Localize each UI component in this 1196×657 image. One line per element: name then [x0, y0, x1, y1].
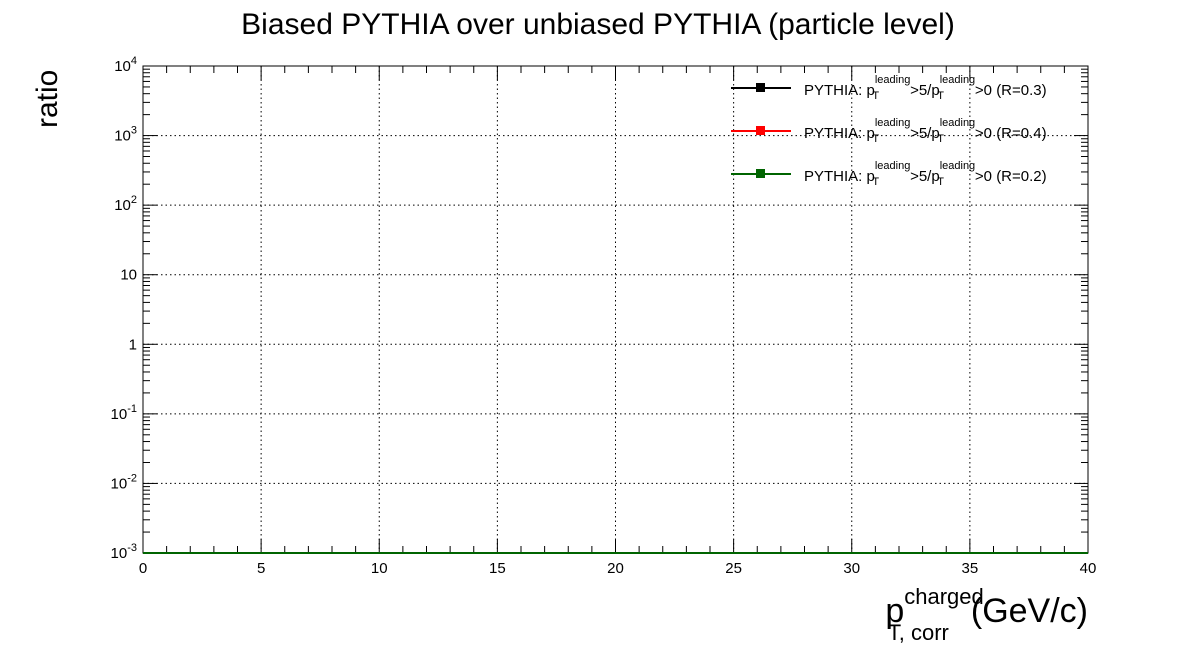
y-tick-label: 10: [120, 267, 137, 284]
legend-label: PYTHIA: pleading T >5/pleading T >0 (R=0.4): [804, 117, 1047, 145]
y-tick-label: 104: [114, 55, 137, 75]
y-tick-base: 10: [111, 406, 128, 423]
y-tick-base: 10: [114, 58, 131, 75]
x-tick-label: 10: [371, 560, 388, 577]
x-tick-label: 40: [1080, 560, 1097, 577]
legend-marker: [756, 169, 765, 178]
legend-label-part: T: [872, 133, 879, 145]
x-tick-label: 5: [257, 560, 265, 577]
y-tick-label: 10-3: [111, 542, 137, 562]
y-tick-exponent: 3: [131, 125, 137, 137]
x-tick-label: 20: [607, 560, 624, 577]
legend-label-part: PYTHIA: p: [804, 168, 875, 185]
legend-label-part: >5/p: [910, 168, 940, 185]
legend-label-part: leading: [940, 74, 975, 86]
y-tick-base: 10: [120, 267, 137, 284]
y-tick-label: 10-2: [111, 472, 137, 492]
legend-label-part: T: [872, 90, 879, 102]
legend-label-part: T: [872, 176, 879, 188]
legend-label-part: PYTHIA: p: [804, 125, 875, 142]
y-axis-label: ratio: [31, 70, 64, 128]
legend-marker: [756, 83, 765, 92]
y-tick-exponent: -2: [127, 472, 137, 484]
y-tick-base: 10: [111, 475, 128, 492]
legend-label-part: T: [937, 176, 944, 188]
legend-label-part: T: [937, 133, 944, 145]
x-axis-label: pcharged T, corr(GeV/c): [885, 584, 1088, 645]
legend-label-part: >5/p: [910, 125, 940, 142]
y-tick-label: 103: [114, 125, 137, 145]
y-tick-exponent: 2: [131, 194, 137, 206]
grid: [143, 66, 1088, 553]
x-tick-label: 25: [725, 560, 742, 577]
y-tick-exponent: -1: [127, 403, 137, 415]
y-tick-label: 102: [114, 194, 137, 214]
legend-label: PYTHIA: pleading T >5/pleading T >0 (R=0.3): [804, 74, 1047, 102]
legend-label-part: leading: [875, 74, 910, 86]
y-tick-exponent: -3: [127, 542, 137, 554]
legend-label-part: leading: [875, 160, 910, 172]
legend-label-part: leading: [875, 117, 910, 129]
y-tick-exponent: 4: [131, 55, 137, 67]
x-tick-label: 0: [139, 560, 147, 577]
legend-label-part: >0 (R=0.3): [975, 82, 1047, 99]
x-tick-label: 15: [489, 560, 506, 577]
y-tick-label: 10-1: [111, 403, 137, 423]
y-tick-base: 10: [111, 545, 128, 562]
y-tick-label: 1: [129, 336, 137, 353]
legend-label-part: >0 (R=0.2): [975, 168, 1047, 185]
chart-title: Biased PYTHIA over unbiased PYTHIA (part…: [241, 8, 955, 41]
legend-label-part: >5/p: [910, 82, 940, 99]
legend-marker: [756, 126, 765, 135]
legend-label-part: leading: [940, 117, 975, 129]
legend-label-part: T: [937, 90, 944, 102]
y-tick-base: 10: [114, 128, 131, 145]
legend-label-part: >0 (R=0.4): [975, 125, 1047, 142]
legend: PYTHIA: pleading T >5/pleading T >0 (R=0.3)P…: [731, 74, 1047, 188]
x-tick-label: 30: [843, 560, 860, 577]
y-tick-base: 10: [114, 197, 131, 214]
x-tick-labels: 0 5 10 15 20 25 30 35 40: [139, 560, 1097, 577]
y-tick-base: 1: [129, 336, 137, 353]
x-tick-label: 35: [962, 560, 979, 577]
axis-ticks: [142, 65, 1089, 554]
legend-label-part: PYTHIA: p: [804, 82, 875, 99]
legend-label: PYTHIA: pleading T >5/pleading T >0 (R=0.2): [804, 160, 1047, 188]
legend-label-part: leading: [940, 160, 975, 172]
